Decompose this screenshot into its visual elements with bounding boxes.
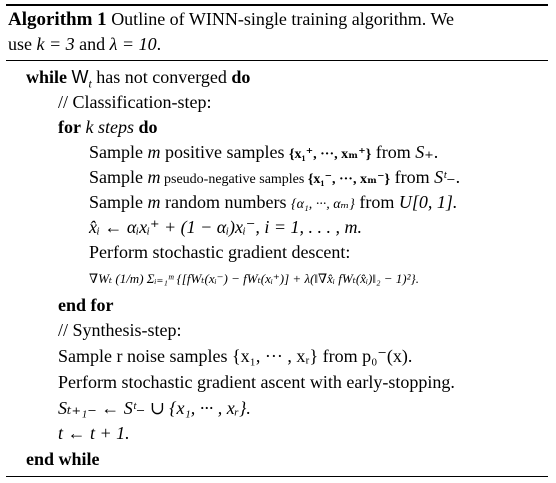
- caption-end: .: [156, 34, 162, 54]
- sample-rand-U: U[0, 1].: [398, 192, 458, 212]
- caption-lambda: λ = 10: [109, 34, 157, 54]
- sample-rand-mid: random numbers: [160, 192, 291, 212]
- sample-pos-mid: positive samples: [160, 142, 289, 162]
- sample-positive-line: Sample m positive samples {x₁⁺, ···, xₘ⁺…: [89, 143, 438, 162]
- gradient-formula: ∇Wₜ (1/m) Σᵢ₌₁ᵐ {[fWₜ(xᵢ⁻) − fWₜ(xᵢ⁺)] +…: [89, 271, 419, 286]
- perform-sga-line: Perform stochastic gradient ascent with …: [58, 372, 455, 392]
- end-while-line: end while: [26, 449, 100, 469]
- caption-and: and: [74, 34, 110, 54]
- sample-random-line: Sample m random numbers {α₁, ···, αₘ} fr…: [89, 193, 457, 212]
- sample-neg-pre: Sample: [89, 167, 148, 187]
- caption-line-2: use k = 3 and λ = 10.: [8, 35, 161, 53]
- comment-classification: // Classification-step:: [58, 92, 212, 112]
- caption-line-1: Algorithm 1 Outline of WINN-single train…: [8, 10, 454, 29]
- while-W-sub: t: [88, 77, 92, 91]
- bottom-rule: [6, 476, 548, 477]
- sample-neg-mid: pseudo-negative samples: [160, 172, 308, 187]
- sample-neg-S: Sᵗ₋: [434, 167, 456, 187]
- while-keyword: while: [26, 67, 68, 87]
- end-for-line: end for: [58, 295, 114, 315]
- while-text: has not converged: [91, 67, 232, 87]
- sample-pos-end: .: [433, 142, 439, 162]
- top-rule: [6, 4, 548, 6]
- sample-negative-line: Sample m pseudo-negative samples {x₁⁻, ·…: [89, 168, 460, 187]
- for-text: k steps: [80, 117, 139, 137]
- sample-pos-from: from: [371, 142, 416, 162]
- sample-neg-m: m: [147, 167, 161, 187]
- caption-use: use: [8, 34, 37, 54]
- while-line: while Wt has not converged do: [26, 67, 251, 90]
- caption-rule: [6, 60, 548, 61]
- sample-rand-set: {α₁, ···, αₘ}: [290, 197, 355, 212]
- while-do: do: [231, 67, 251, 87]
- sample-pos-pre: Sample: [89, 142, 148, 162]
- update-set-line: Sₜ₊₁₋ ← Sᵗ₋ ∪ {x₁, ··· , xᵣ}.: [58, 398, 251, 418]
- perform-sgd-line: Perform stochastic gradient descent:: [89, 242, 351, 262]
- sample-neg-set: {x₁⁻, ···, xₘ⁻}: [307, 172, 391, 187]
- sample-pos-S: S₊: [415, 142, 434, 162]
- interpolation-line: x̂ᵢ ← αᵢxᵢ⁺ + (1 − αᵢ)xᵢ⁻, i = 1, . . . …: [89, 217, 363, 237]
- sample-rand-m: m: [147, 192, 161, 212]
- sample-rand-pre: Sample: [89, 192, 148, 212]
- for-do: do: [138, 117, 158, 137]
- sample-pos-m: m: [147, 142, 161, 162]
- for-line: for k steps do: [58, 118, 158, 136]
- sample-pos-set: {x₁⁺, ···, xₘ⁺}: [289, 147, 372, 162]
- sample-neg-end: .: [455, 167, 461, 187]
- sample-noise-line: Sample r noise samples {x₁, ··· , xᵣ} fr…: [58, 346, 413, 366]
- caption-text: Outline of WINN-single training algorith…: [111, 9, 455, 29]
- update-t-line: t ← t + 1.: [58, 423, 130, 443]
- while-W: W: [71, 67, 89, 87]
- caption-k: k = 3: [36, 34, 75, 54]
- for-keyword: for: [58, 117, 81, 137]
- sample-rand-from: from: [354, 192, 399, 212]
- sample-neg-from: from: [390, 167, 435, 187]
- comment-synthesis: // Synthesis-step:: [58, 320, 182, 340]
- algorithm-label: Algorithm 1: [8, 9, 107, 30]
